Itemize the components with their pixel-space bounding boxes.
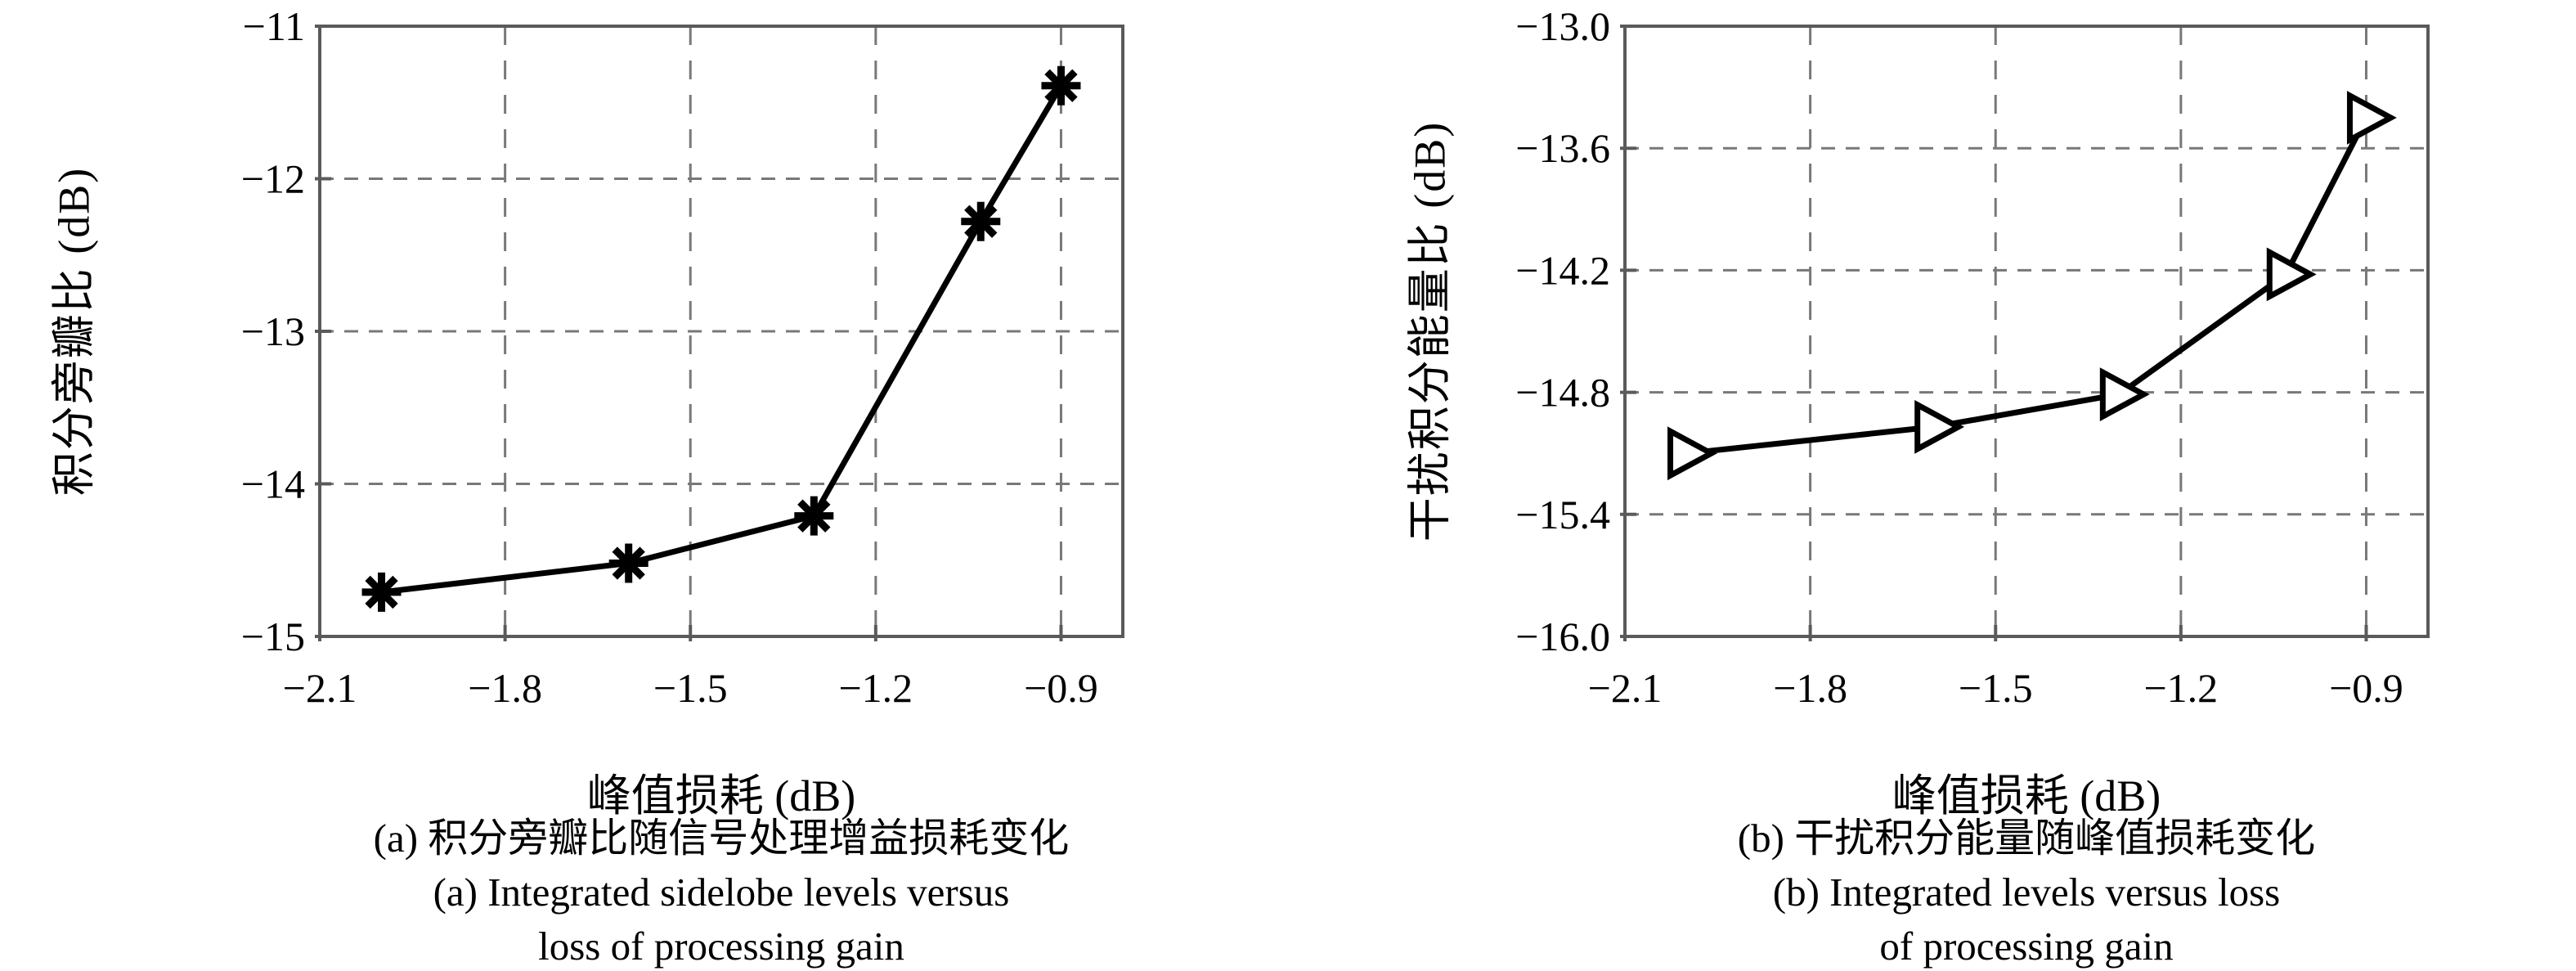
asterisk-marker-stroke (612, 546, 645, 580)
y-tick-label: −14.8 (1515, 370, 1610, 416)
y-tick-label: −15 (241, 614, 305, 659)
y-tick-label: −11 (243, 3, 305, 49)
data-point-marker (1041, 65, 1081, 106)
chart-a-caption-line-cn: (a) 积分旁瓣比随信号处理增益损耗变化 (373, 816, 1070, 861)
asterisk-marker-stroke (964, 205, 998, 238)
chart-b-caption-line-en1: (b) Integrated levels versus loss (1772, 870, 2281, 915)
chart-b-plot-area: −2.1 −1.8 −1.5 −1.2 −0.9 −13.0 −13.6 −14.2 −14.8… (1515, 3, 2430, 711)
x-tick-label: −0.9 (2329, 665, 2403, 711)
asterisk-marker-stroke (797, 499, 831, 533)
y-tick-label: −13 (241, 308, 305, 354)
chart-b-caption-line-en2: of processing gain (1879, 924, 2174, 969)
x-tick-label: −2.1 (1588, 665, 1663, 711)
data-point-marker (608, 543, 648, 583)
triangle-right-marker (1667, 426, 1717, 481)
chart-a-integrated-sidelobe: −2.1 −1.8 −1.5 −1.2 −0.9 −11 −12 −13 −14 −15 积分旁瓣… (49, 3, 1212, 971)
y-tick-label: −13.6 (1515, 125, 1610, 171)
x-tick-label: −1.2 (2143, 665, 2218, 711)
x-tick-label: −2.1 (283, 665, 357, 711)
x-tick-label: −0.9 (1024, 665, 1098, 711)
asterisk-marker-stroke (1044, 69, 1078, 102)
data-point-marker (1667, 426, 1717, 481)
chart-b-y-axis-label: 干扰积分能量比 (dB) (1405, 120, 1455, 542)
x-tick-label: −1.2 (838, 665, 913, 711)
triangle-right-marker (2099, 367, 2150, 421)
data-point-marker (961, 201, 1001, 241)
plot-frame (1623, 25, 2430, 638)
chart-a-caption-line-en1: (a) Integrated sidelobe levels versus (433, 870, 1010, 915)
y-tick-label: −14.2 (1515, 247, 1610, 293)
series-line (381, 83, 1064, 596)
y-tick-label: −15.4 (1515, 492, 1610, 537)
x-tick-label: −1.5 (1959, 665, 2033, 711)
triangle-right-marker (2346, 91, 2397, 145)
triangle-right-marker (1914, 400, 1965, 454)
y-tick-label: −14 (241, 461, 305, 507)
x-tick-label: −1.8 (468, 665, 542, 711)
data-point-marker (2099, 367, 2150, 421)
chart-a-caption: (a) 积分旁瓣比随信号处理增益损耗变化 (a) Integrated side… (231, 811, 1212, 971)
chart-b-caption-line-cn: (b) 干扰积分能量随峰值损耗变化 (1737, 816, 2316, 861)
data-point-marker (361, 572, 402, 612)
chart-b-caption: (b) 干扰积分能量随峰值损耗变化 (b) Integrated levels … (1536, 811, 2517, 971)
y-tick-label: −16.0 (1515, 614, 1610, 659)
asterisk-marker-stroke (365, 575, 398, 609)
y-tick-label: −12 (241, 156, 305, 202)
y-tick-label: −13.0 (1515, 3, 1610, 49)
series-line (1686, 116, 2369, 456)
triangle-right-marker (2266, 247, 2317, 302)
chart-b-x-axis-label: 峰值损耗 (dB) (1892, 771, 2161, 820)
data-point-marker (1914, 400, 1965, 454)
chart-a-x-axis-label: 峰值损耗 (dB) (586, 771, 856, 820)
data-point-marker (2266, 247, 2317, 302)
chart-a-caption-line-en2: loss of processing gain (538, 924, 904, 969)
chart-b-interference-energy: −2.1 −1.8 −1.5 −1.2 −0.9 −13.0 −13.6 −14.2 −14.8… (1288, 0, 2576, 971)
data-point-marker (794, 496, 834, 536)
x-tick-label: −1.5 (653, 665, 728, 711)
x-tick-label: −1.8 (1773, 665, 1847, 711)
chart-a-plot-area: −2.1 −1.8 −1.5 −1.2 −0.9 −11 −12 −13 −14 −15 (241, 3, 1124, 711)
data-point-marker (2346, 91, 2397, 145)
chart-a-y-axis-label: 积分旁瓣比 (dB) (49, 166, 99, 497)
